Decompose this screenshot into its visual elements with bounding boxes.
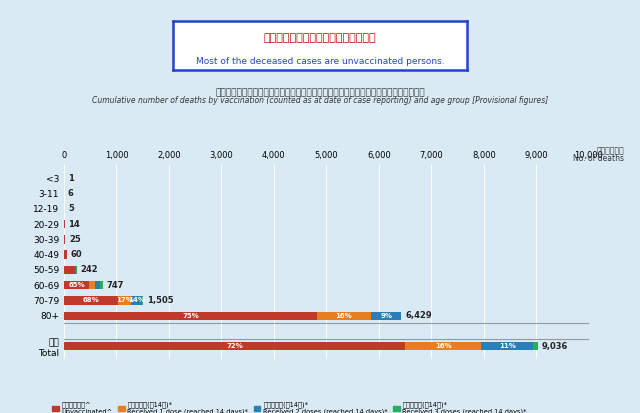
Text: 11%: 11% [499, 343, 516, 349]
Bar [64, 296, 118, 305]
Bar [90, 281, 95, 290]
Bar [142, 296, 143, 305]
Bar [95, 281, 100, 290]
Text: 6,429: 6,429 [405, 311, 432, 320]
Bar [317, 311, 371, 320]
Text: 累計死亡個案數目（以疫苗接種（於呈報個案日期計算）及年齡組別劃分）【臨時數字】: 累計死亡個案數目（以疫苗接種（於呈報個案日期計算）及年齡組別劃分）【臨時數字】 [215, 88, 425, 97]
Text: 大部份死亡個案是未接種疫苗的人士。: 大部份死亡個案是未接種疫苗的人士。 [264, 33, 376, 43]
Text: 14: 14 [68, 220, 80, 228]
Text: 9%: 9% [380, 313, 392, 319]
Text: 16%: 16% [335, 313, 353, 319]
Text: 14%: 14% [128, 297, 145, 304]
Text: 6: 6 [68, 189, 74, 198]
Bar [64, 342, 405, 351]
Bar [64, 235, 65, 244]
Bar [534, 342, 538, 351]
Text: 68%: 68% [83, 297, 99, 304]
Text: 1,505: 1,505 [147, 296, 173, 305]
Text: No. of deaths: No. of deaths [573, 154, 624, 163]
Text: 747: 747 [107, 281, 124, 290]
Text: 1: 1 [68, 174, 74, 183]
Bar [64, 266, 74, 274]
Bar [481, 342, 534, 351]
Text: 25: 25 [69, 235, 81, 244]
Bar [405, 342, 481, 351]
Text: 65%: 65% [68, 282, 85, 288]
Text: 9,036: 9,036 [542, 342, 568, 351]
Text: 死亡個案數目: 死亡個案數目 [596, 146, 624, 155]
Bar [64, 220, 65, 228]
Bar [64, 311, 317, 320]
Text: 60: 60 [71, 250, 83, 259]
Bar [118, 296, 131, 305]
Bar [75, 266, 76, 274]
Text: 17%: 17% [116, 297, 133, 304]
Text: Most of the deceased cases are unvaccinated persons.: Most of the deceased cases are unvaccina… [196, 57, 444, 66]
Bar [64, 281, 90, 290]
Text: 5: 5 [68, 204, 74, 213]
Bar [64, 250, 67, 259]
Text: 75%: 75% [182, 313, 199, 319]
Text: 16%: 16% [435, 343, 452, 349]
Bar [100, 281, 103, 290]
Text: Cumulative number of deaths by vaccination (counted as at date of case reporting: Cumulative number of deaths by vaccinati… [92, 96, 548, 105]
Text: 242: 242 [81, 266, 98, 274]
Bar [371, 311, 401, 320]
Bar [131, 296, 142, 305]
Legend: 沒有接種疫苗^
Unvaccinated^, 已接種一劑(滿14天)*
Received 1 dose (reached 14 days)*, 已接種兩劑(滿1: 沒有接種疫苗^ Unvaccinated^, 已接種一劑(滿14天)* Rece… [50, 399, 530, 413]
Text: 72%: 72% [227, 343, 243, 349]
